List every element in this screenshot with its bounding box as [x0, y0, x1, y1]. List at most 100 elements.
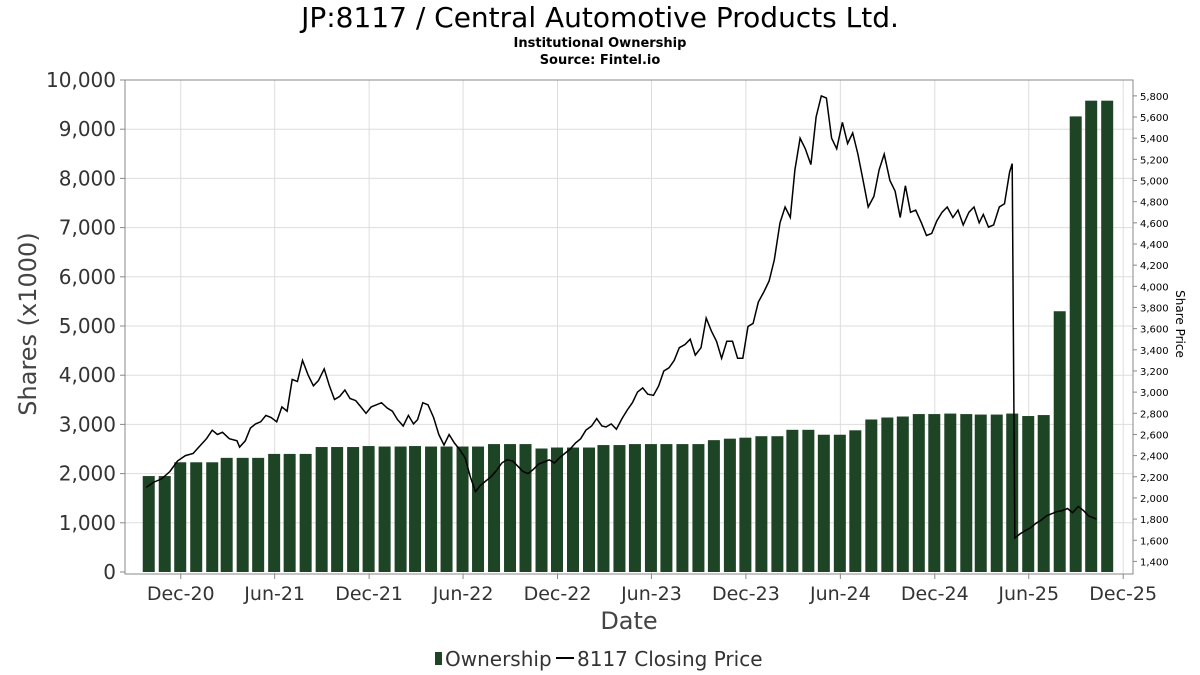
ownership-bar	[786, 429, 799, 572]
ownership-bar-face	[315, 447, 328, 572]
ownership-bar	[1101, 100, 1114, 572]
ownership-bar	[472, 446, 485, 572]
chart-source: Source: Fintel.io	[540, 53, 661, 68]
ownership-bar-face	[236, 457, 249, 572]
ownership-bar-face	[504, 444, 517, 572]
y2-tick-label: 2,000	[1140, 494, 1169, 505]
ownership-bar	[974, 414, 987, 572]
ownership-bar	[299, 453, 312, 572]
ownership-bar	[268, 453, 281, 572]
ownership-bar	[755, 436, 768, 572]
ownership-bar	[583, 447, 595, 572]
ownership-bar-face	[802, 429, 815, 572]
ownership-bar	[1037, 415, 1050, 572]
ownership-bar	[692, 444, 705, 572]
legend: Ownership 8117 Closing Price	[435, 647, 763, 671]
ownership-bar	[519, 444, 532, 572]
ownership-bar-face	[613, 445, 626, 572]
ownership-bar	[551, 447, 563, 572]
y-tick-label: 7,000	[59, 216, 116, 240]
ownership-bar-face	[1022, 416, 1035, 572]
chart-title: JP:8117 / Central Automotive Products Lt…	[299, 1, 899, 34]
y2-axis-label: Share Price	[1173, 290, 1187, 358]
ownership-bar	[362, 446, 375, 572]
ownership-bar-face	[849, 430, 862, 572]
y2-tick-label: 2,400	[1140, 452, 1169, 463]
x-tick-label: Dec-23	[712, 583, 780, 605]
ownership-bar	[660, 444, 673, 572]
ownership-bar	[865, 419, 878, 572]
ownership-bar	[944, 413, 957, 572]
ownership-bar-face	[268, 453, 281, 572]
ownership-bar-face	[347, 447, 360, 572]
ownership-bar-face	[1069, 116, 1082, 573]
ownership-bar	[849, 430, 862, 572]
x-tick-label: Jun-25	[997, 583, 1059, 605]
y-tick-label: 4,000	[59, 363, 116, 387]
y2-tick-label: 1,400	[1140, 557, 1169, 568]
y-tick-label: 10,000	[46, 68, 116, 92]
ownership-bar-face	[944, 413, 957, 572]
ownership-bar	[535, 448, 548, 572]
ownership-bar-face	[786, 429, 799, 572]
ownership-bar-face	[158, 476, 171, 572]
ownership-bar-face	[425, 446, 438, 572]
chart-subtitle: Institutional Ownership	[514, 36, 687, 51]
y2-tick-label: 5,600	[1140, 113, 1169, 124]
legend-ownership-swatch	[435, 652, 442, 665]
ownership-bar-face	[220, 457, 233, 572]
y2-tick-label: 3,400	[1140, 346, 1169, 357]
ownership-bar	[802, 429, 815, 572]
ownership-bar	[174, 462, 187, 572]
y2-tick-label: 4,200	[1140, 261, 1169, 272]
y2-tick-label: 5,000	[1140, 177, 1169, 188]
ownership-bar	[331, 447, 344, 572]
ownership-bar-face	[1037, 415, 1050, 572]
ownership-bar	[628, 444, 641, 572]
ownership-bar-face	[488, 444, 501, 572]
y-tick-label: 5,000	[59, 314, 116, 338]
ownership-bar	[220, 457, 233, 572]
ownership-bar-face	[567, 447, 579, 572]
ownership-bar-face	[190, 462, 203, 572]
price-line	[145, 94, 1097, 540]
ownership-bar-face	[912, 414, 925, 572]
y2-tick-label: 1,600	[1140, 536, 1169, 547]
x-tick-label: Dec-22	[524, 583, 592, 605]
ownership-bar	[644, 444, 657, 572]
ownership-bar-face	[723, 438, 736, 572]
x-tick-label: Jun-21	[243, 583, 305, 605]
ownership-bar-face	[896, 416, 909, 572]
ownership-bar-face	[331, 447, 344, 572]
y2-tick-label: 2,600	[1140, 430, 1169, 441]
y2-tick-label: 4,800	[1140, 198, 1169, 209]
ownership-bar	[190, 462, 203, 572]
ownership-bar-face	[362, 446, 375, 572]
ownership-bar	[347, 447, 360, 572]
x-tick-label: Jun-23	[620, 583, 682, 605]
y-tick-label: 9,000	[59, 117, 116, 141]
ownership-bar-face	[817, 434, 830, 572]
ownership-bar	[1006, 413, 1019, 572]
ownership-bar	[928, 414, 941, 572]
x-tick-label: Dec-20	[147, 583, 215, 605]
ownership-bar-face	[833, 434, 846, 572]
ownership-bar	[394, 446, 407, 572]
ownership-bar-face	[660, 444, 673, 572]
ownership-bar	[771, 436, 784, 572]
ownership-bar-face	[252, 457, 265, 572]
y-tick-label: 2,000	[59, 462, 116, 486]
ownership-bar-face	[409, 446, 422, 572]
ownership-bar	[1053, 311, 1066, 572]
ownership-bar-face	[881, 417, 894, 572]
y-tick-label: 3,000	[59, 412, 116, 436]
ownership-bar-face	[960, 414, 973, 572]
ownership-bar	[723, 438, 736, 572]
y2-tick-label: 3,000	[1140, 388, 1169, 399]
y2-tick-label: 3,200	[1140, 367, 1169, 378]
y2-tick-label: 5,400	[1140, 134, 1169, 145]
ownership-bar	[440, 446, 453, 572]
left-axis: 0 1,000 2,000 3,000 4,000 5,000 6,000 7,000 8,00…	[46, 68, 125, 584]
ownership-bar-face	[283, 453, 296, 572]
